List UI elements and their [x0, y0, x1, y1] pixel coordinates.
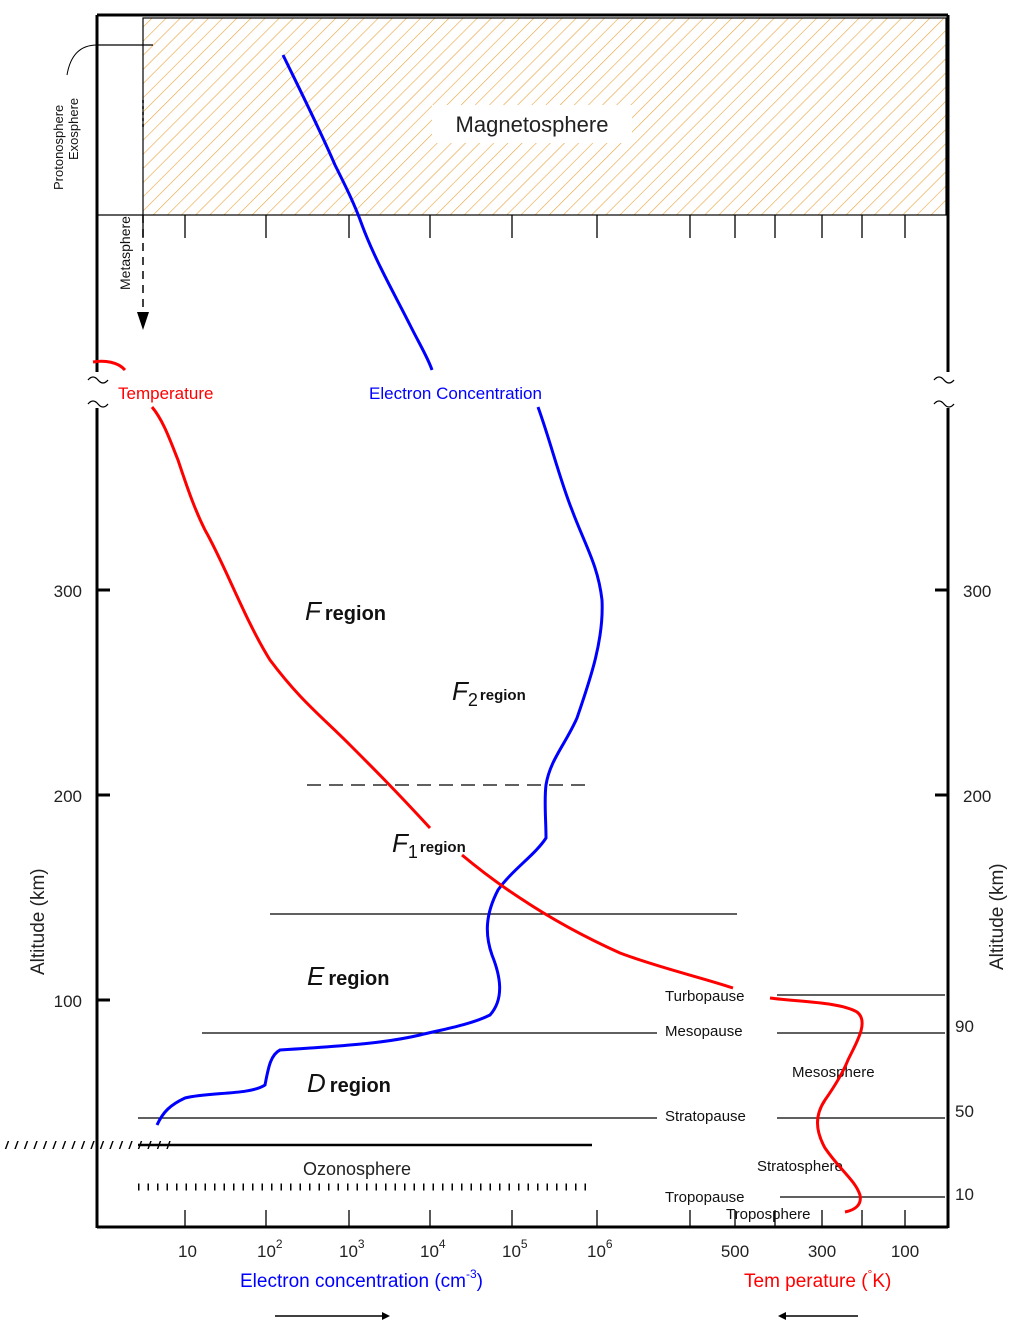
right-axis: 300 200 90 50 10 Altitude (km): [935, 582, 1008, 1204]
atmosphere-labels: Turbopause Mesopause Mesosphere Stratopa…: [665, 988, 875, 1223]
right-axis-label: Altitude (km): [987, 863, 1008, 970]
tropopause-label: Tropopause: [665, 1189, 745, 1206]
f1-region-label: F1 region: [392, 828, 466, 862]
upper-sphere-labels: Protonosphere Exosphere Metasphere: [51, 44, 153, 330]
metasphere-label: Metasphere: [117, 216, 133, 290]
electron-tick-6: 106: [587, 1237, 613, 1261]
right-tick-10: 10: [955, 1185, 974, 1204]
electron-ticks: 10 102 103 104 105 106: [178, 1237, 613, 1261]
ozonosphere-label: Ozonosphere: [303, 1159, 411, 1179]
temperature-curve-label: Temperature: [118, 384, 213, 403]
temperature-axis-label: Tem perature (°K): [744, 1267, 891, 1292]
right-tick-300: 300: [963, 582, 991, 601]
left-tick-200: 200: [54, 787, 82, 806]
temperature-tick-300: 300: [808, 1242, 836, 1261]
right-tick-50: 50: [955, 1102, 974, 1121]
right-tick-90: 90: [955, 1017, 974, 1036]
temperature-ticks: 500 300 100: [721, 1242, 919, 1261]
protonosphere-label: Protonosphere: [51, 105, 66, 190]
mesopause-label: Mesopause: [665, 1023, 743, 1040]
electron-tick-2: 102: [257, 1237, 283, 1261]
left-tick-100: 100: [54, 992, 82, 1011]
mesosphere-label: Mesosphere: [792, 1064, 875, 1081]
metasphere-arrowhead: [137, 312, 149, 330]
temperature-tick-500: 500: [721, 1242, 749, 1261]
temperature-tick-100: 100: [891, 1242, 919, 1261]
electron-axis-label: Electron concentration (cm-3): [240, 1267, 483, 1292]
exosphere-label: Exosphere: [66, 98, 81, 160]
electron-direction-arrow: [275, 1312, 390, 1320]
electron-concentration-curve: [155, 54, 604, 1126]
troposphere-label: Troposphere: [726, 1206, 811, 1223]
ozonosphere-band: Ozonosphere: [0, 1141, 592, 1191]
turbopause-label: Turbopause: [665, 988, 745, 1005]
stratopause-label: Stratopause: [665, 1108, 746, 1125]
electron-tick-5: 105: [502, 1237, 528, 1261]
electron-tick-4: 104: [420, 1237, 446, 1261]
magnetosphere-box: Magnetosphere: [142, 17, 947, 216]
region-boundaries: [138, 784, 945, 1198]
left-axis-label: Altitude (km): [28, 868, 49, 975]
temperature-direction-arrow: [778, 1312, 858, 1320]
temperature-curve: [92, 359, 864, 1214]
stratosphere-label: Stratosphere: [757, 1158, 843, 1175]
plot-frame: [87, 13, 955, 1229]
left-tick-300: 300: [54, 582, 82, 601]
magnetosphere-label: Magnetosphere: [456, 112, 609, 137]
right-tick-200: 200: [963, 787, 991, 806]
electron-tick-3: 103: [339, 1237, 365, 1261]
upper-tick-marks: [142, 215, 906, 238]
electron-tick-1: 10: [178, 1242, 197, 1261]
bottom-axis: 10 102 103 104 105 106 500 300 100 Elect…: [178, 1210, 919, 1320]
f2-region-label: F2 region: [452, 676, 526, 710]
electron-curve-label: Electron Concentration: [369, 384, 542, 403]
left-axis: 300 200 100 Altitude (km): [28, 582, 110, 1011]
